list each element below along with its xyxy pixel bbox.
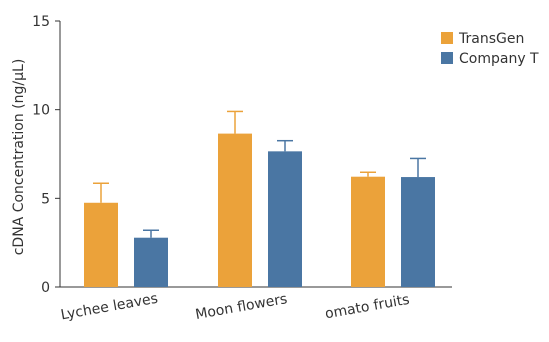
y-tick-label: 0 — [41, 280, 50, 296]
bars — [84, 133, 435, 287]
bar-transgen — [351, 176, 385, 287]
y-axis: 0 5 10 15 — [32, 14, 61, 296]
category-label: Lychee leaves — [59, 291, 159, 324]
y-tick-label: 15 — [32, 14, 50, 30]
y-axis-label: cDNA Concentration (ng/µL) — [11, 59, 27, 256]
bar-company-t — [401, 177, 435, 287]
bar-company-t — [268, 151, 302, 287]
legend-label: TransGen — [458, 31, 524, 47]
category-label: omato fruits — [324, 292, 411, 323]
legend: TransGen Company T — [441, 31, 539, 67]
error-bars — [93, 110, 426, 238]
category-labels: Lychee leaves Moon flowers omato fruits — [59, 291, 410, 324]
y-tick-label: 5 — [41, 191, 50, 207]
category-label: Moon flowers — [194, 291, 288, 323]
bar-transgen — [218, 133, 252, 287]
y-tick-label: 10 — [32, 103, 50, 119]
legend-label: Company T — [459, 51, 539, 67]
legend-swatch — [441, 52, 453, 64]
bar-transgen — [84, 202, 118, 287]
legend-swatch — [441, 32, 453, 44]
bar-company-t — [134, 237, 168, 287]
